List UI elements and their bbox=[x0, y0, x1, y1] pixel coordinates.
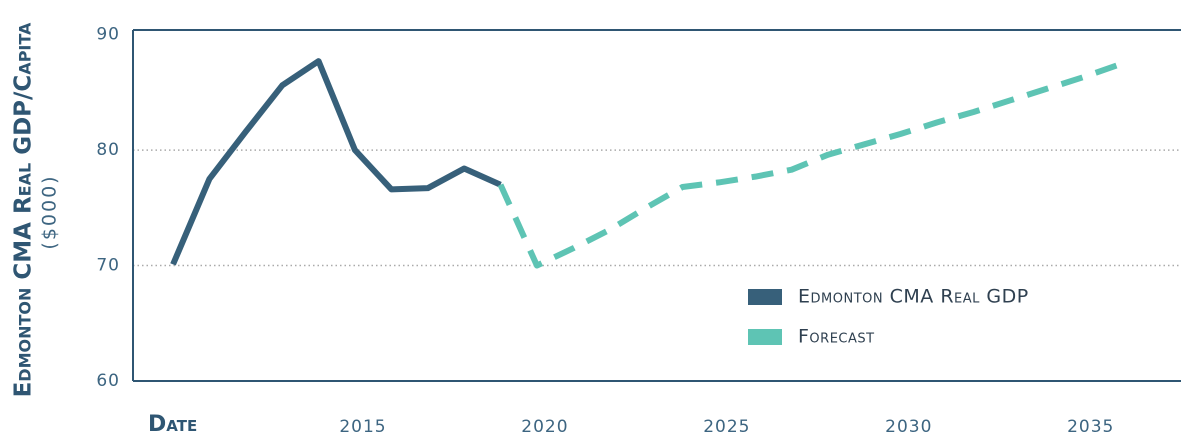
y-tick-label: 70 bbox=[96, 256, 120, 276]
legend-label: Forecast bbox=[798, 326, 875, 348]
y-tick-label: 80 bbox=[96, 140, 120, 160]
x-axis-label: Date bbox=[148, 412, 197, 437]
legend-label: Edmonton CMA Real GDP bbox=[798, 286, 1029, 308]
x-tick-label: 2025 bbox=[703, 417, 750, 437]
series-line bbox=[170, 58, 502, 266]
x-tick-label: 2035 bbox=[1067, 417, 1114, 437]
y-tick-label: 60 bbox=[96, 371, 120, 391]
x-tick-label: 2015 bbox=[339, 417, 386, 437]
y-tick-label: 90 bbox=[96, 25, 120, 45]
y-axis-label: Edmonton CMA Real GDP/Capita bbox=[11, 22, 37, 397]
x-tick-label: 2020 bbox=[521, 417, 568, 437]
y-axis-unit: ($000) bbox=[39, 174, 61, 249]
series-line bbox=[497, 61, 1121, 269]
legend-swatch bbox=[748, 329, 782, 345]
legend-swatch bbox=[748, 289, 782, 305]
x-tick-label: 2030 bbox=[885, 417, 932, 437]
